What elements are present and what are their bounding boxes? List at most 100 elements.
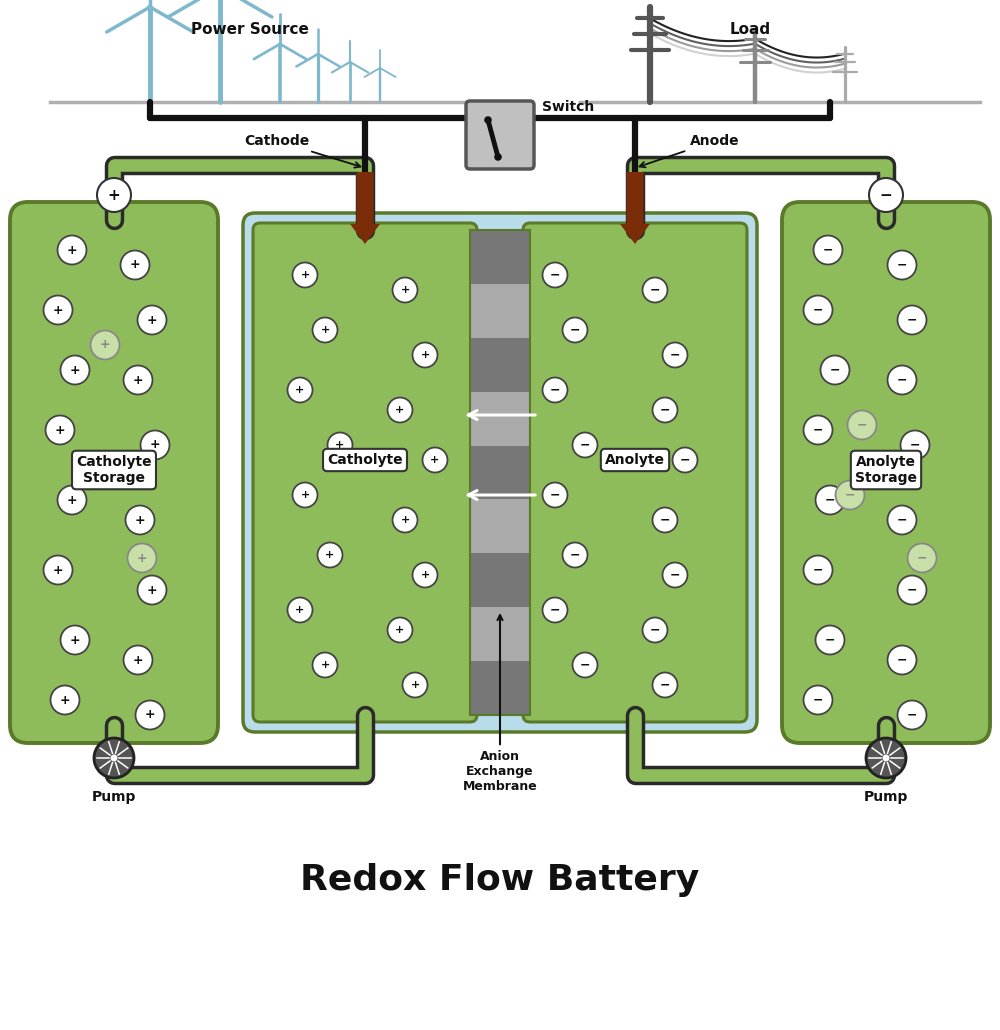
Text: Catholyte
Storage: Catholyte Storage — [76, 455, 152, 485]
Bar — [470, 338, 530, 391]
Text: −: − — [910, 439, 920, 451]
Text: +: + — [108, 187, 120, 203]
Circle shape — [147, 4, 153, 9]
Circle shape — [908, 544, 937, 573]
Text: −: − — [680, 453, 690, 467]
Text: −: − — [907, 313, 917, 327]
Circle shape — [562, 317, 588, 343]
Text: Anolyte: Anolyte — [605, 453, 665, 467]
Text: −: − — [813, 563, 823, 577]
Text: +: + — [320, 325, 330, 335]
Text: −: − — [897, 259, 907, 272]
Circle shape — [572, 433, 598, 457]
Circle shape — [652, 508, 678, 533]
Circle shape — [124, 366, 152, 394]
FancyBboxPatch shape — [782, 202, 990, 743]
Circle shape — [883, 755, 890, 761]
Circle shape — [900, 431, 930, 459]
Text: Pump: Pump — [864, 790, 908, 804]
Circle shape — [392, 277, 418, 303]
Text: Pump: Pump — [92, 790, 136, 804]
Circle shape — [138, 306, 166, 335]
Circle shape — [816, 485, 845, 515]
Text: −: − — [857, 418, 867, 432]
Bar — [470, 391, 530, 446]
Text: −: − — [813, 304, 823, 316]
FancyBboxPatch shape — [243, 213, 757, 732]
Text: +: + — [53, 563, 63, 577]
Circle shape — [413, 562, 438, 587]
Circle shape — [44, 296, 72, 324]
Text: +: + — [395, 625, 405, 636]
Text: +: + — [135, 514, 145, 526]
Circle shape — [836, 481, 864, 510]
Circle shape — [136, 700, 164, 729]
Circle shape — [888, 506, 916, 535]
Circle shape — [662, 562, 688, 587]
Circle shape — [292, 263, 318, 287]
Text: −: − — [660, 679, 670, 691]
Text: +: + — [320, 660, 330, 670]
Circle shape — [888, 366, 916, 394]
Bar — [470, 661, 530, 715]
Circle shape — [484, 116, 492, 124]
Circle shape — [804, 686, 832, 715]
Text: +: + — [400, 285, 410, 295]
Text: −: − — [917, 551, 927, 564]
Circle shape — [58, 485, 87, 515]
Text: −: − — [580, 439, 590, 451]
Bar — [470, 500, 530, 553]
Text: −: − — [823, 243, 833, 256]
Circle shape — [804, 296, 832, 324]
Circle shape — [888, 646, 916, 675]
Circle shape — [847, 411, 876, 440]
Circle shape — [388, 618, 413, 643]
Text: −: − — [880, 187, 892, 203]
Text: −: − — [550, 383, 560, 397]
Circle shape — [124, 646, 152, 675]
Text: +: + — [395, 405, 405, 415]
Circle shape — [413, 343, 438, 368]
Text: −: − — [825, 493, 835, 507]
Text: −: − — [830, 364, 840, 377]
Text: +: + — [67, 493, 77, 507]
Bar — [470, 553, 530, 608]
Text: +: + — [67, 243, 77, 256]
Text: −: − — [650, 283, 660, 297]
Text: +: + — [70, 364, 80, 377]
Text: +: + — [300, 490, 310, 500]
Text: −: − — [550, 269, 560, 281]
Circle shape — [422, 447, 447, 473]
Text: −: − — [660, 514, 670, 526]
Text: −: − — [670, 569, 680, 582]
Circle shape — [349, 61, 351, 63]
Text: +: + — [150, 439, 160, 451]
Text: +: + — [130, 259, 140, 272]
Text: −: − — [813, 423, 823, 437]
Text: Catholyte: Catholyte — [327, 453, 403, 467]
Text: +: + — [133, 653, 143, 666]
Circle shape — [642, 277, 668, 303]
FancyArrow shape — [620, 172, 650, 244]
Bar — [470, 608, 530, 661]
Text: Power Source: Power Source — [191, 23, 309, 37]
Text: +: + — [325, 550, 335, 560]
Text: −: − — [897, 514, 907, 526]
Text: +: + — [100, 339, 110, 351]
Text: Anode: Anode — [640, 134, 740, 167]
Circle shape — [46, 415, 74, 445]
Circle shape — [140, 431, 170, 459]
Circle shape — [60, 625, 90, 654]
Circle shape — [804, 555, 832, 584]
Bar — [470, 230, 530, 284]
Circle shape — [804, 415, 832, 445]
Text: −: − — [570, 323, 580, 337]
Circle shape — [74, 460, 103, 489]
Circle shape — [403, 673, 428, 697]
Circle shape — [318, 543, 342, 568]
Bar — [530, 675, 740, 715]
Text: +: + — [60, 693, 70, 707]
Text: −: − — [570, 549, 580, 561]
Bar — [470, 230, 530, 715]
Bar — [260, 675, 740, 715]
